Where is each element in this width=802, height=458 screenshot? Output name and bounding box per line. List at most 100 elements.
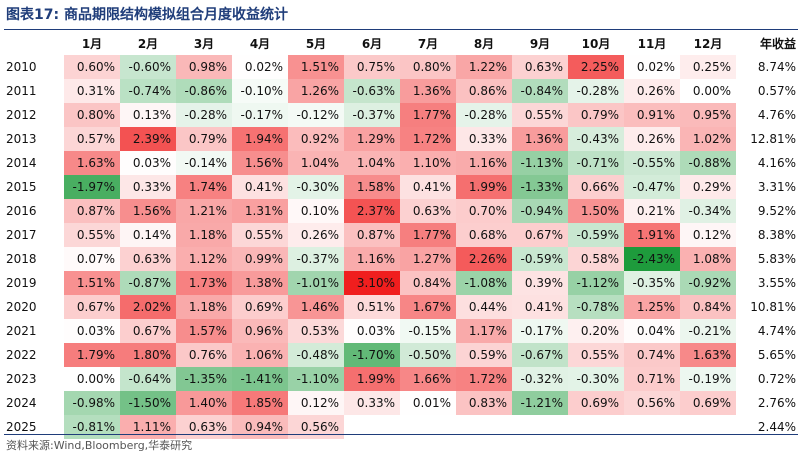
heatmap-cell: 0.55% xyxy=(512,103,568,127)
heatmap-cell: 1.26% xyxy=(288,79,344,103)
heatmap-cell: 0.71% xyxy=(624,367,680,391)
heatmap-cell: -1.70% xyxy=(344,343,400,367)
year-row: 2020 0.67% 2.02% 1.18% 0.69% 1.46% 0.51% 1.67% 0… xyxy=(0,295,802,319)
heatmap-cell: 0.56% xyxy=(288,415,344,439)
heatmap-cell: 0.74% xyxy=(624,343,680,367)
heatmap-cell: 1.04% xyxy=(344,151,400,175)
year-label: 2010 xyxy=(6,60,37,74)
heatmap-cell: -0.30% xyxy=(288,175,344,199)
month-header: 10月 xyxy=(581,36,611,51)
heatmap-cell: 0.26% xyxy=(624,79,680,103)
year-row: 2018 0.07% 0.63% 1.12% 0.99% -0.37% 1.16% 1.27%… xyxy=(0,247,802,271)
heatmap-cell: 2.39% xyxy=(120,127,176,151)
heatmap-cell: 0.55% xyxy=(64,223,120,247)
bottom-rule xyxy=(4,434,798,435)
heatmap-cell: 2.26% xyxy=(456,247,512,271)
header-row: 1月 2月 3月 4月 5月 6月 7月 8月 9月 10月 11月 12月 年收益 xyxy=(0,31,802,55)
heatmap-cell: -0.59% xyxy=(512,247,568,271)
heatmap-cell: 1.16% xyxy=(344,247,400,271)
year-label: 2016 xyxy=(6,204,37,218)
heatmap-cell: 0.03% xyxy=(344,319,400,343)
heatmap-cell: -0.59% xyxy=(568,223,624,247)
heatmap-cell: 1.63% xyxy=(680,343,736,367)
heatmap-cell: 0.02% xyxy=(624,55,680,79)
year-label: 2018 xyxy=(6,252,37,266)
year-label: 2011 xyxy=(6,84,37,98)
heatmap-cell: 2.25% xyxy=(568,55,624,79)
heatmap-cell: 1.66% xyxy=(400,367,456,391)
month-header: 11月 xyxy=(637,36,667,51)
annual-return: 4.76% xyxy=(757,108,796,122)
heatmap-cell: 0.00% xyxy=(680,79,736,103)
heatmap-cell: 0.63% xyxy=(176,415,232,439)
year-label: 2024 xyxy=(6,396,37,410)
heatmap-cell: -0.19% xyxy=(680,367,736,391)
heatmap-cell: -1.01% xyxy=(288,271,344,295)
year-row: 2022 1.79% 1.80% 0.76% 1.06% -0.48% -1.70% -0.5… xyxy=(0,343,802,367)
heatmap-cell: 0.20% xyxy=(568,319,624,343)
heatmap-cell: 1.18% xyxy=(176,223,232,247)
annual-return: 5.83% xyxy=(757,252,796,266)
heatmap-body: 2010 0.60% -0.60% 0.98% 0.02% 1.51% 0.75% 0.80%… xyxy=(0,55,802,439)
heatmap-cell: 1.77% xyxy=(400,103,456,127)
heatmap-cell: 1.56% xyxy=(232,151,288,175)
heatmap-cell: -0.64% xyxy=(120,367,176,391)
heatmap-cell: -0.37% xyxy=(288,247,344,271)
heatmap-cell: -1.13% xyxy=(512,151,568,175)
heatmap-cell: 0.41% xyxy=(400,175,456,199)
heatmap-cell: -0.28% xyxy=(568,79,624,103)
year-label: 2020 xyxy=(6,300,37,314)
heatmap-cell: -0.17% xyxy=(512,319,568,343)
top-rule xyxy=(4,29,798,30)
heatmap-cell: 0.59% xyxy=(456,343,512,367)
year-row: 2023 0.00% -0.64% -1.35% -1.41% -1.10% 1.99% 1.… xyxy=(0,367,802,391)
heatmap-cell: 1.40% xyxy=(176,391,232,415)
heatmap-cell: -0.50% xyxy=(400,343,456,367)
annual-return: 4.74% xyxy=(757,324,796,338)
heatmap-cell: 0.21% xyxy=(624,199,680,223)
heatmap-cell: 1.27% xyxy=(400,247,456,271)
heatmap-cell: 1.31% xyxy=(232,199,288,223)
heatmap-cell: 1.67% xyxy=(400,295,456,319)
heatmap-cell: 1.99% xyxy=(456,175,512,199)
heatmap-cell: 0.26% xyxy=(624,127,680,151)
annual-return: 8.74% xyxy=(757,60,796,74)
heatmap-cell: 0.91% xyxy=(624,103,680,127)
annual-return: 9.52% xyxy=(757,204,796,218)
heatmap-cell: 1.38% xyxy=(232,271,288,295)
year-label: 2012 xyxy=(6,108,37,122)
year-row: 2014 1.63% 0.03% -0.14% 1.56% 1.04% 1.04% 1.10%… xyxy=(0,151,802,175)
heatmap-cell: -0.78% xyxy=(568,295,624,319)
heatmap-cell: 0.26% xyxy=(288,223,344,247)
heatmap-cell: 1.02% xyxy=(680,127,736,151)
heatmap-cell: -1.35% xyxy=(176,367,232,391)
heatmap-cell: -0.28% xyxy=(176,103,232,127)
heatmap-cell: 0.67% xyxy=(64,295,120,319)
heatmap-cell: -1.41% xyxy=(232,367,288,391)
month-header: 12月 xyxy=(693,36,723,51)
heatmap-cell: 0.79% xyxy=(568,103,624,127)
heatmap-cell: -0.60% xyxy=(120,55,176,79)
year-row: 2019 1.51% -0.87% 1.73% 1.38% -1.01% 3.10% 0.84… xyxy=(0,271,802,295)
heatmap-cell: 0.03% xyxy=(120,151,176,175)
heatmap-cell: 0.55% xyxy=(568,343,624,367)
heatmap-cell: 1.73% xyxy=(176,271,232,295)
heatmap-cell: -0.71% xyxy=(568,151,624,175)
heatmap-cell: 0.98% xyxy=(176,55,232,79)
heatmap-cell: -2.43% xyxy=(624,247,680,271)
year-row: 2015 -1.97% 0.33% 1.74% 0.41% -0.30% 1.58% 0.41… xyxy=(0,175,802,199)
heatmap-cell: -0.84% xyxy=(512,79,568,103)
month-header: 2月 xyxy=(137,36,159,51)
heatmap-cell: 1.51% xyxy=(64,271,120,295)
heatmap-cell: -1.50% xyxy=(120,391,176,415)
annual-return: 3.31% xyxy=(757,180,796,194)
heatmap-cell: 1.22% xyxy=(456,55,512,79)
heatmap-cell: -0.12% xyxy=(288,103,344,127)
heatmap-cell: -0.67% xyxy=(512,343,568,367)
heatmap-cell: 1.17% xyxy=(456,319,512,343)
heatmap-cell: -0.88% xyxy=(680,151,736,175)
heatmap-cell: -1.12% xyxy=(568,271,624,295)
heatmap-cell xyxy=(456,415,512,439)
heatmap-cell: 0.95% xyxy=(680,103,736,127)
heatmap-cell: 0.58% xyxy=(568,247,624,271)
